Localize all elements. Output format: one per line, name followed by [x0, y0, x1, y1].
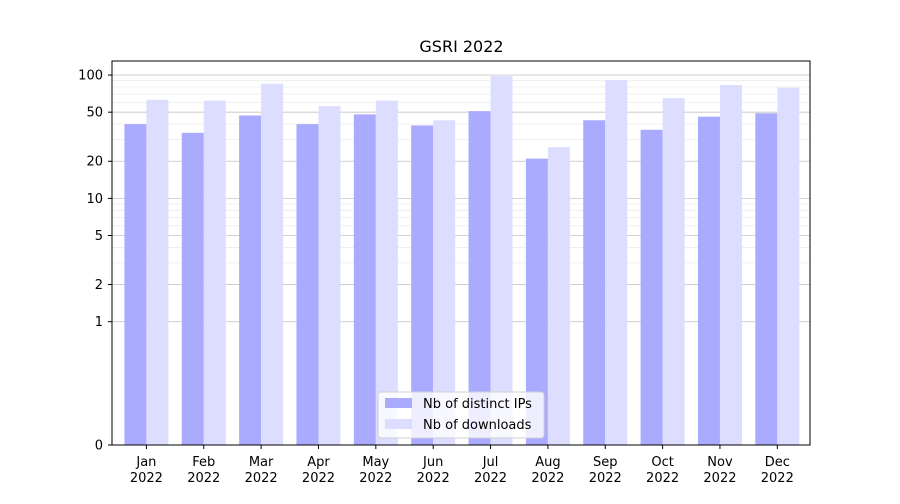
- plot-frame: [111, 60, 811, 446]
- bar-distinct-ips-jan: [124, 124, 147, 445]
- y-tick-label: 20: [86, 155, 103, 170]
- bar-downloads-jul: [490, 76, 513, 445]
- x-tick-label-month: Dec: [765, 455, 790, 470]
- x-tick-label-year: 2022: [474, 471, 507, 486]
- x-tick-label-year: 2022: [646, 471, 679, 486]
- x-tick-label-year: 2022: [589, 471, 622, 486]
- x-tick-label-month: Nov: [707, 455, 733, 470]
- bar-downloads-sep: [605, 80, 628, 446]
- x-tick-label-year: 2022: [130, 471, 163, 486]
- x-tick-label-month: Apr: [307, 455, 330, 470]
- x-tick-label-year: 2022: [703, 471, 736, 486]
- legend-swatch: [385, 398, 412, 408]
- bar-downloads-apr: [318, 106, 341, 445]
- legend: Nb of distinct IPs Nb of downloads: [377, 391, 545, 439]
- x-tick-label-year: 2022: [417, 471, 450, 486]
- bar-downloads-nov: [719, 85, 742, 446]
- bar-downloads-oct: [662, 98, 685, 445]
- legend-label: Nb of distinct IPs: [423, 397, 532, 412]
- grid-lines: [112, 74, 810, 323]
- x-tick-label-year: 2022: [531, 471, 564, 486]
- y-tick-label: 1: [95, 315, 103, 330]
- y-tick-label: 2: [95, 278, 103, 293]
- y-tick-label: 0: [95, 439, 103, 454]
- y-tick-label: 10: [86, 192, 103, 207]
- y-tick-label: 5: [95, 229, 103, 244]
- bar-distinct-ips-jun: [411, 125, 434, 445]
- chart-title: GSRI 2022: [419, 37, 503, 56]
- legend-box: [377, 391, 545, 439]
- bars: [124, 76, 800, 446]
- bar-downloads-aug: [547, 147, 570, 445]
- bar-distinct-ips-dec: [755, 113, 778, 446]
- bar-distinct-ips-may: [353, 114, 376, 446]
- bar-distinct-ips-sep: [583, 120, 606, 445]
- x-tick-label-month: Jan: [135, 455, 156, 470]
- bar-distinct-ips-jul: [468, 111, 491, 446]
- x-tick-label-month: Jun: [422, 455, 443, 470]
- bar-distinct-ips-aug: [525, 158, 548, 445]
- bar-distinct-ips-apr: [296, 124, 319, 445]
- x-tick-label-month: Mar: [249, 455, 274, 470]
- bar-downloads-jun: [433, 120, 456, 445]
- bar-downloads-mar: [261, 83, 284, 445]
- x-tick-label-month: May: [362, 455, 389, 470]
- legend-label: Nb of downloads: [423, 418, 532, 433]
- x-tick-label-year: 2022: [302, 471, 335, 486]
- x-tick-label-year: 2022: [359, 471, 392, 486]
- legend-swatch: [385, 419, 412, 429]
- bar-downloads-feb: [203, 100, 226, 446]
- y-tick-label: 100: [78, 69, 103, 84]
- x-tick-label-year: 2022: [187, 471, 220, 486]
- x-tick-label-month: Feb: [192, 455, 215, 470]
- x-tick-label-month: Jul: [482, 455, 499, 470]
- bar-distinct-ips-feb: [181, 132, 204, 445]
- axes: Jan2022Feb2022Mar2022Apr2022May2022Jun20…: [78, 60, 811, 486]
- bar-downloads-may: [375, 100, 398, 446]
- bar-distinct-ips-mar: [239, 115, 262, 445]
- bar-downloads-jan: [146, 99, 169, 445]
- x-tick-label-month: Oct: [651, 455, 673, 470]
- x-tick-label-month: Aug: [535, 455, 560, 470]
- x-tick-label-year: 2022: [761, 471, 794, 486]
- bar-downloads-dec: [777, 87, 800, 445]
- x-tick-label-year: 2022: [245, 471, 278, 486]
- y-tick-label: 50: [86, 106, 103, 121]
- x-tick-label-month: Sep: [593, 455, 618, 470]
- bar-distinct-ips-nov: [697, 116, 720, 445]
- bar-distinct-ips-oct: [640, 129, 663, 445]
